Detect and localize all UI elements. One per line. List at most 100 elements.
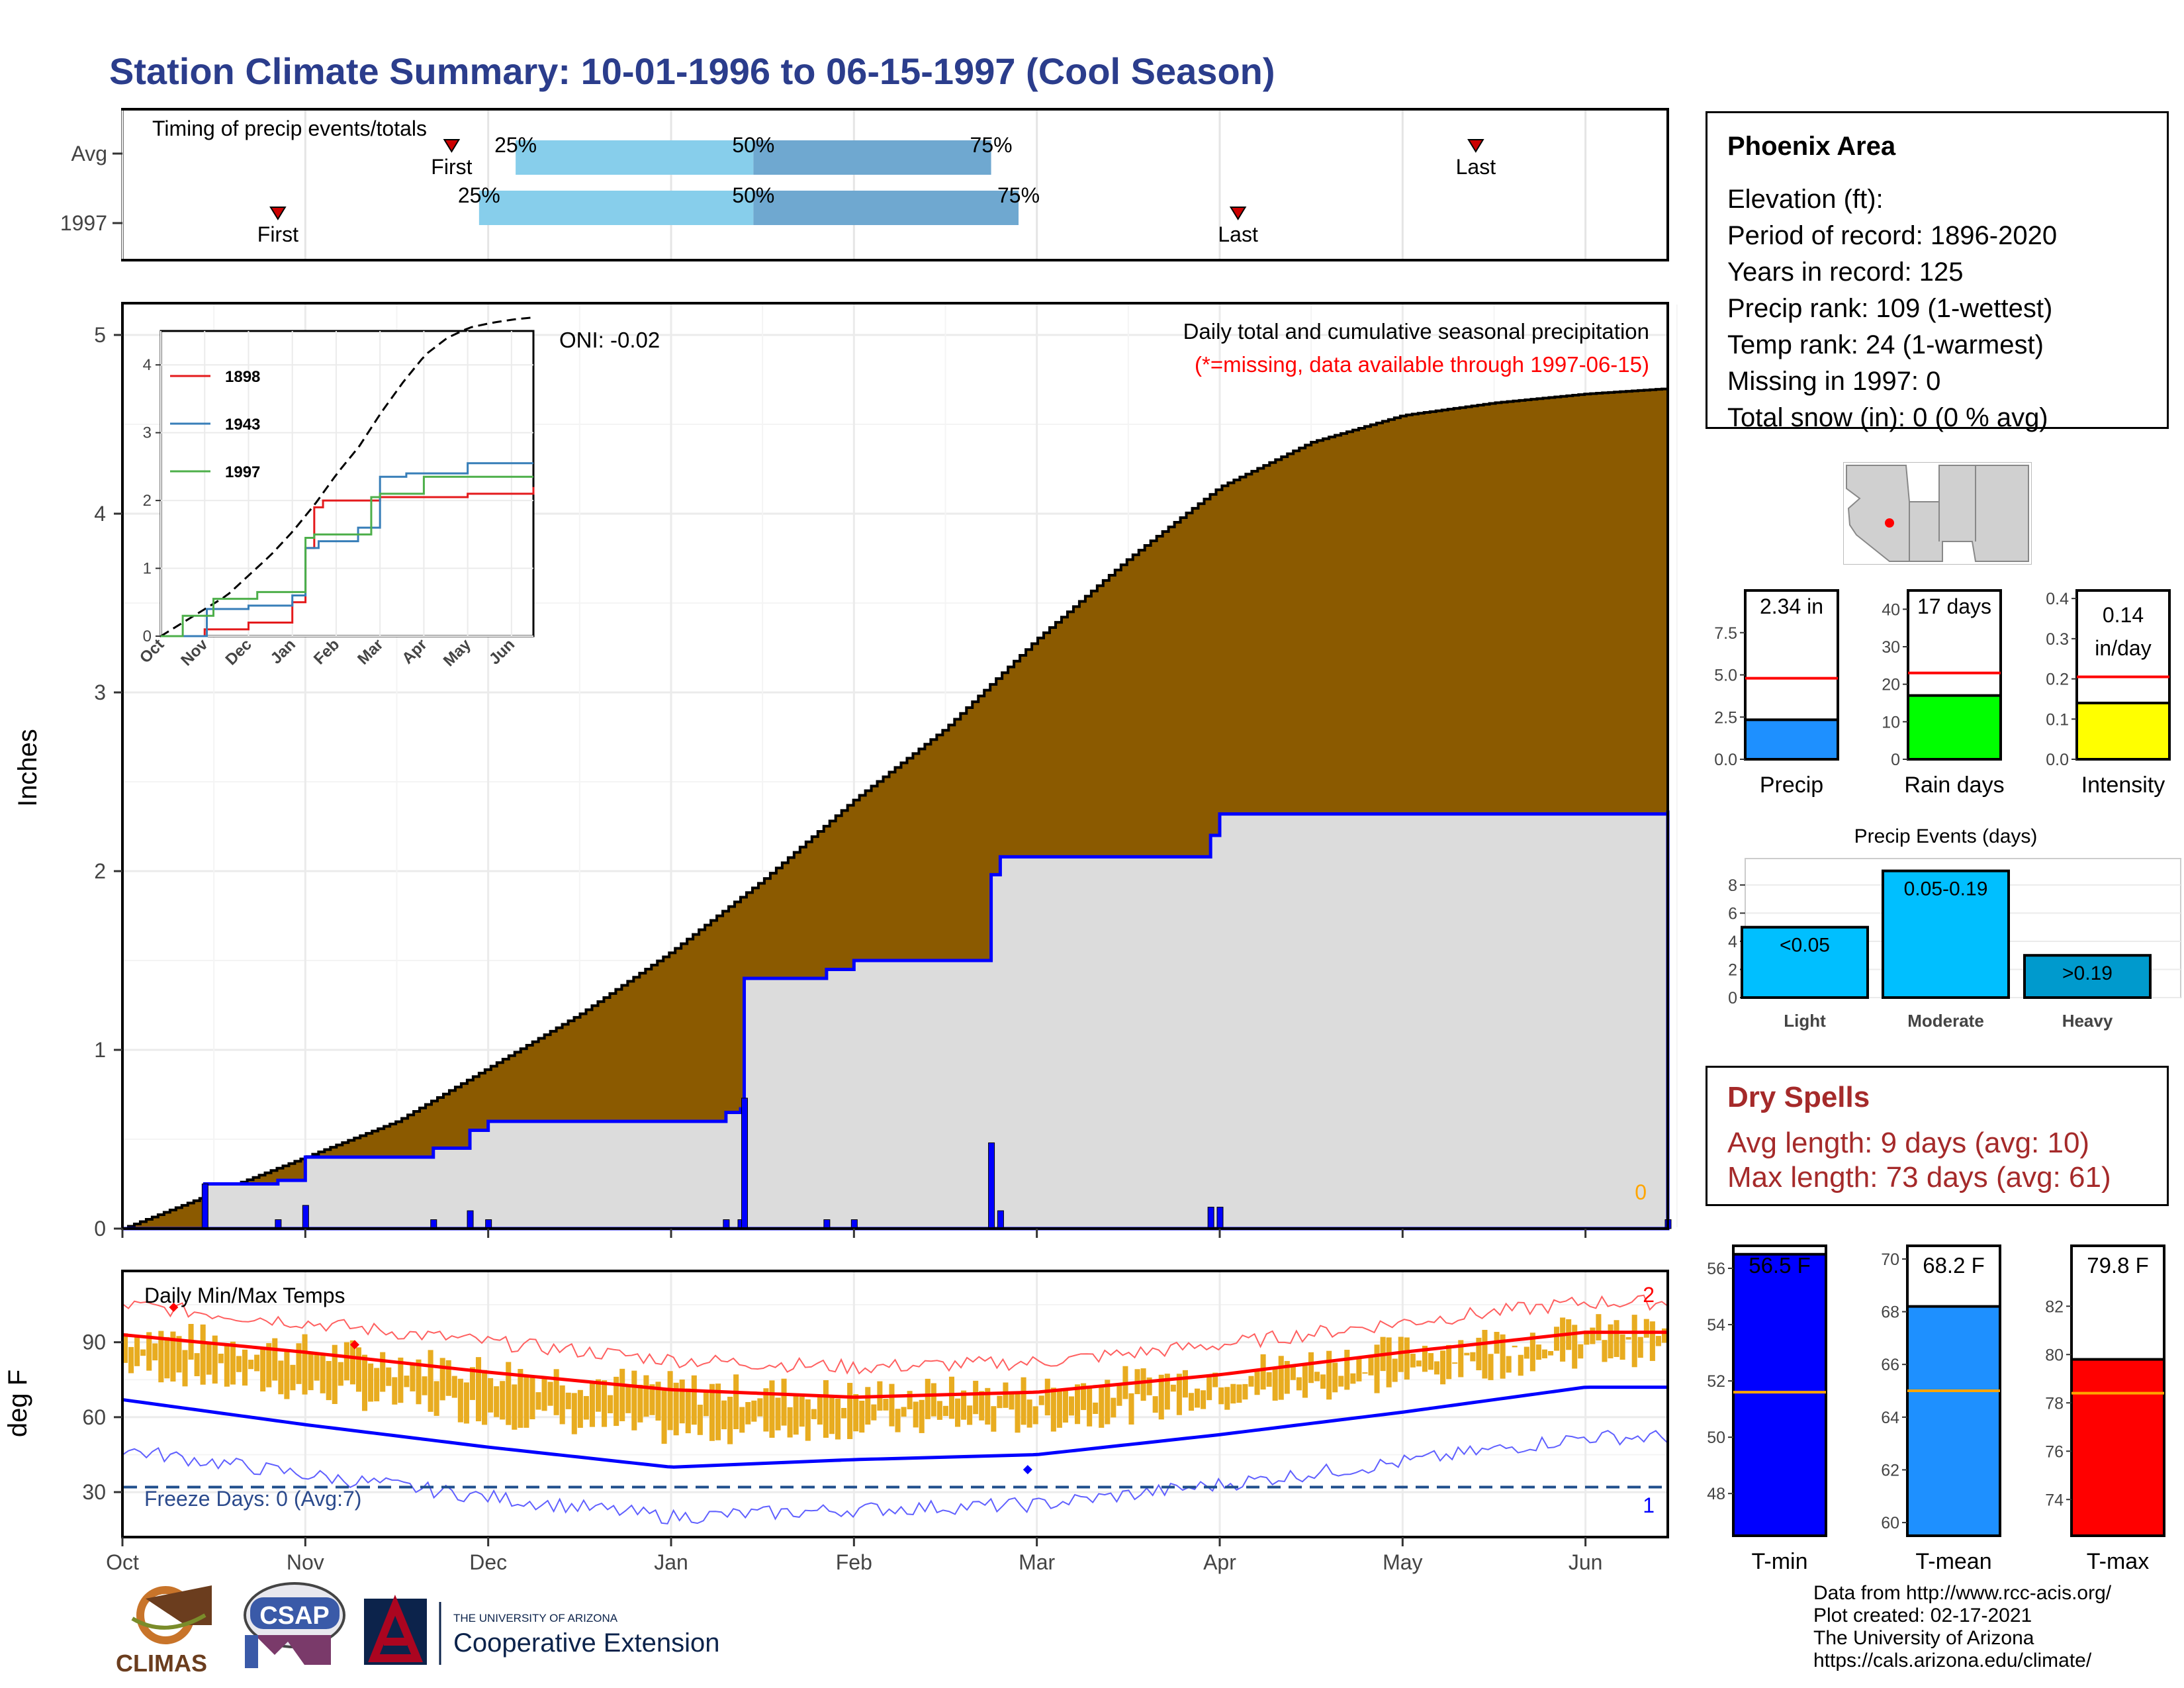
daily-precip-bar xyxy=(988,1142,995,1229)
temp-daily-bar xyxy=(1308,1352,1314,1383)
temp-daily-bar xyxy=(469,1367,475,1400)
footer: Data from http://www.rcc-acis.org/ Plot … xyxy=(1813,1582,2111,1672)
temp-daily-bar xyxy=(1015,1393,1021,1433)
temp-daily-bar xyxy=(1099,1385,1105,1428)
temp-daily-bar xyxy=(182,1350,188,1387)
temp-tick-label: 50 xyxy=(1707,1429,1725,1447)
temp-daily-bar xyxy=(1206,1374,1212,1401)
temp-daily-bar xyxy=(1524,1346,1529,1359)
temp-daily-bar xyxy=(1529,1333,1535,1372)
summary-tick-label: 40 xyxy=(1882,600,1900,619)
avg-min-line xyxy=(122,1385,1668,1469)
temp-daily-bar xyxy=(811,1409,817,1419)
main-ytick-label: 0 xyxy=(94,1217,106,1241)
main-axis: 0 1 2 3 4 5 xyxy=(94,323,1587,1241)
temp-daily-bar xyxy=(320,1354,326,1393)
temp-daily-bar xyxy=(140,1349,146,1356)
temp-daily-bar xyxy=(355,1347,362,1392)
temp-daily-bar xyxy=(1452,1362,1458,1364)
inset-series-line xyxy=(161,475,533,637)
dry-spells-avg: Avg length: 9 days (avg: 10) xyxy=(1727,1127,2090,1159)
temp-daily-bar xyxy=(1500,1334,1506,1379)
temp-daily-bar xyxy=(614,1376,619,1427)
temp-tick-label: 76 xyxy=(2045,1442,2064,1461)
temp-daily-bar xyxy=(535,1392,541,1410)
temp-daily-bar xyxy=(1158,1374,1164,1420)
temp-daily-bar xyxy=(146,1332,152,1371)
temp-tick-label: 74 xyxy=(2045,1491,2064,1509)
temp-daily-bar xyxy=(781,1378,787,1426)
daily-precip-bar xyxy=(302,1205,309,1229)
temp-daily-bar xyxy=(925,1378,931,1419)
temp-daily-bar xyxy=(985,1387,991,1425)
daily-precip-bar xyxy=(1216,1207,1224,1229)
temp-daily-bar xyxy=(523,1377,529,1428)
temp-tick-label: 64 xyxy=(1881,1409,1899,1427)
temp-daily-bar xyxy=(559,1385,565,1425)
temp-daily-bar xyxy=(1176,1374,1182,1415)
temp-bar-label: T-min xyxy=(1752,1549,1808,1574)
station-line: Period of record: 1896-2020 xyxy=(1727,221,2058,250)
temp-daily-bar xyxy=(673,1382,679,1436)
station-line: Years in record: 125 xyxy=(1727,258,1964,287)
temp-xtick-label: May xyxy=(1383,1550,1422,1574)
temp-daily-bar xyxy=(709,1383,715,1441)
temp-daily-bar xyxy=(164,1336,170,1379)
timing-pct-label: 75% xyxy=(970,133,1013,157)
temp-daily-bar xyxy=(206,1344,212,1375)
freeze-days-label: Freeze Days: 0 (Avg:7) xyxy=(144,1487,361,1511)
temp-daily-bar xyxy=(1470,1352,1476,1362)
temp-label: Daily Min/Max Temps xyxy=(144,1284,345,1307)
temp-daily-bar xyxy=(913,1401,919,1428)
temp-daily-bar xyxy=(416,1359,422,1405)
precip-events-chart: Precip Events (days) 0 2 4 6 8 <0.05 Light 0.05… xyxy=(1728,825,2181,1031)
temp-daily-bar xyxy=(553,1369,559,1415)
temp-daily-bar xyxy=(1326,1350,1332,1400)
temp-tick-label: 48 xyxy=(1707,1485,1725,1503)
temp-bar-label: T-max xyxy=(2087,1549,2149,1574)
temp-daily-bar xyxy=(793,1393,799,1435)
temp-xtick-label: Nov xyxy=(287,1550,324,1574)
events-tick-label: 8 xyxy=(1728,876,1737,895)
missing-count: 0 xyxy=(1635,1180,1647,1204)
summary-tick-label: 0.4 xyxy=(2046,590,2069,608)
summary-value-label: 0.14 xyxy=(2103,603,2144,627)
temp-daily-bar xyxy=(230,1341,236,1385)
year-cumulative-area xyxy=(122,810,1670,1231)
temp-daily-bar xyxy=(1116,1385,1122,1406)
daily-precip-bar xyxy=(467,1210,474,1229)
temp-daily-bar xyxy=(631,1370,637,1430)
summary-tick-label: 2.5 xyxy=(1714,708,1737,727)
temp-daily-bar xyxy=(343,1342,349,1381)
temp-xtick-label: Jun xyxy=(1569,1550,1603,1574)
temp-daily-bar xyxy=(583,1395,589,1420)
temp-daily-bar xyxy=(1081,1383,1087,1411)
temp-daily-bar xyxy=(1602,1340,1608,1362)
temp-daily-bar xyxy=(973,1380,979,1415)
temp-daily-bar xyxy=(619,1368,625,1421)
temp-daily-bar xyxy=(463,1382,469,1424)
temp-summary-bars: 48 50 52 54 56 56.5 F T-min 60 62 64 66 68 70 68.2 F T… xyxy=(1707,1244,2165,1574)
summary-bar-label: Intensity xyxy=(2081,773,2165,798)
temp-daily-bar xyxy=(1434,1361,1440,1375)
temp-daily-bar xyxy=(290,1364,296,1391)
temp-daily-bar xyxy=(979,1391,985,1421)
inset-series-line xyxy=(161,462,533,637)
temp-daily-bar xyxy=(1655,1336,1661,1346)
temp-daily-bar xyxy=(1518,1354,1524,1376)
temp-daily-bar xyxy=(541,1377,547,1411)
record-min-marker xyxy=(1023,1465,1032,1475)
min-record-count: 1 xyxy=(1643,1493,1655,1517)
temp-daily-bar xyxy=(386,1367,392,1386)
temp-daily-bar xyxy=(1398,1336,1404,1372)
timing-pct-label: 25% xyxy=(458,183,500,207)
temp-tick-label: 70 xyxy=(1881,1250,1899,1269)
temp-tick-label: 78 xyxy=(2045,1394,2064,1413)
summary-tick-label: 5.0 xyxy=(1714,667,1737,685)
temp-daily-bar xyxy=(170,1331,176,1382)
summary-value-label: in/day xyxy=(2095,636,2151,660)
timing-first-marker xyxy=(443,139,461,153)
temp-daily-bar xyxy=(1170,1384,1176,1392)
daily-precip-bar xyxy=(723,1219,730,1229)
daily-precip-bar xyxy=(430,1219,437,1229)
